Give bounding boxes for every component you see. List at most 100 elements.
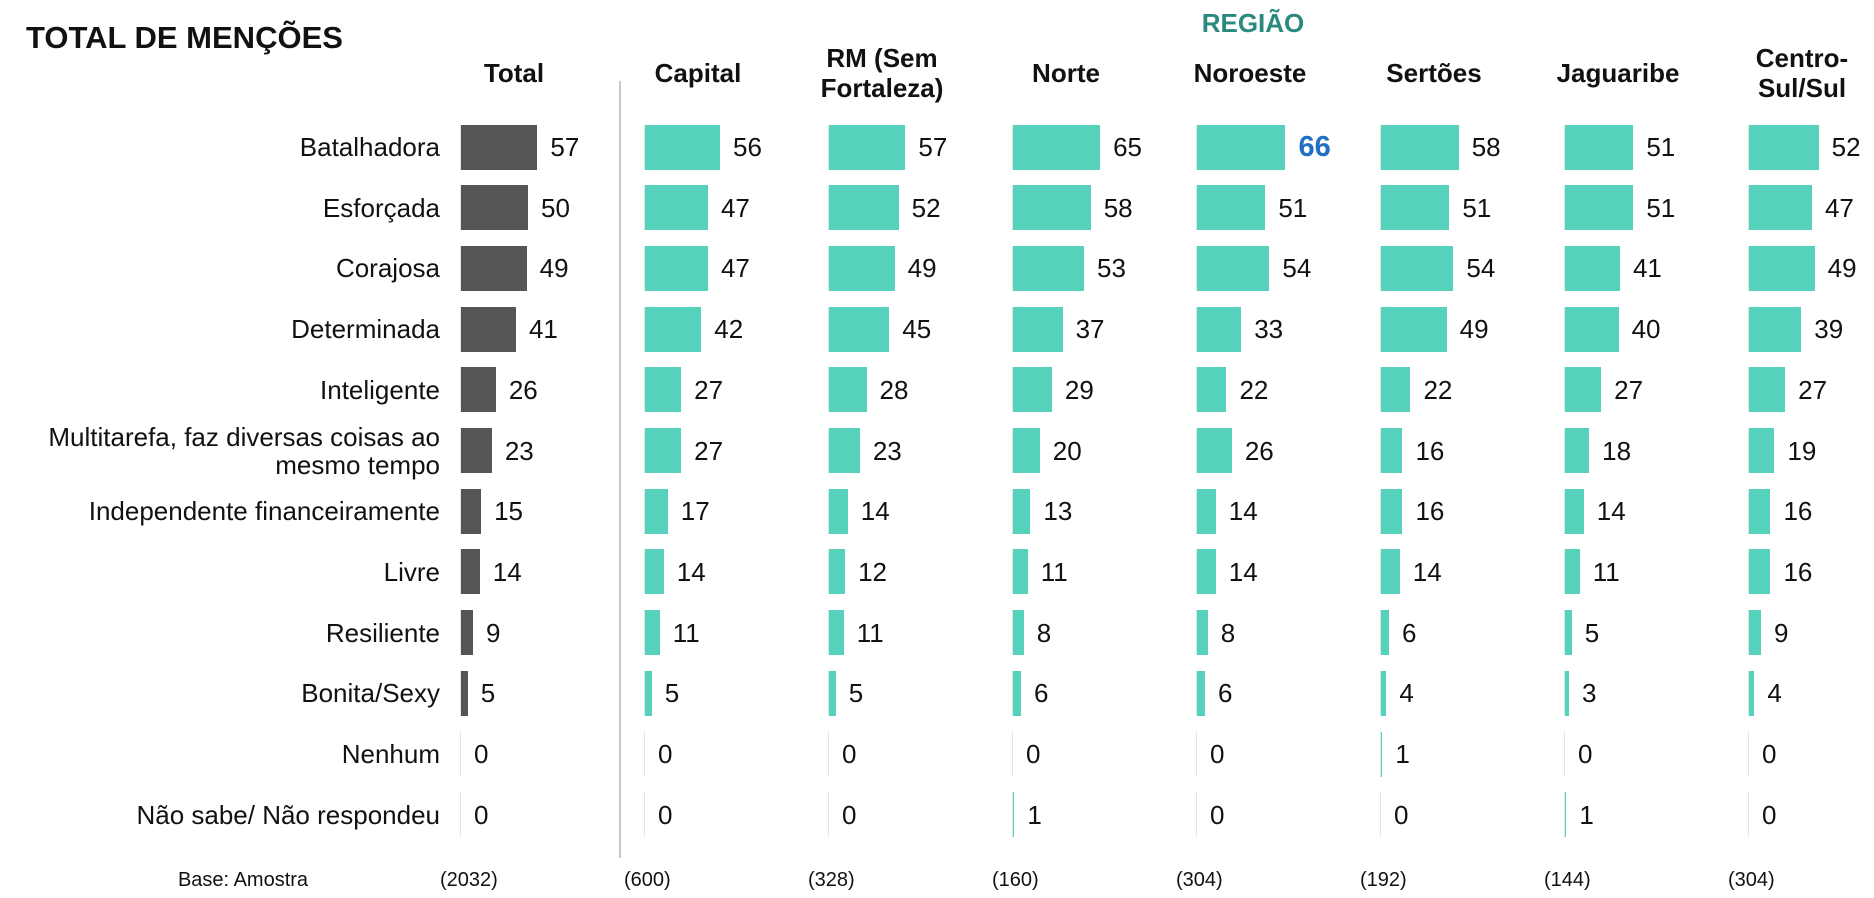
value-label: 42 — [714, 314, 744, 345]
value-label: 52 — [1831, 132, 1861, 162]
value-label: 51 — [1462, 192, 1492, 223]
value-label: 1 — [1027, 799, 1042, 830]
bar — [1196, 245, 1270, 291]
value-label: 29 — [1064, 374, 1094, 405]
bar — [1012, 610, 1024, 656]
bar — [460, 185, 528, 231]
value-label: 13 — [1043, 496, 1073, 527]
value-label: 26 — [508, 374, 538, 405]
value-label: 39 — [1814, 314, 1844, 345]
value-label: 0 — [474, 739, 489, 769]
column-header: Norte — [1032, 58, 1100, 88]
value-label: 51 — [1278, 192, 1308, 223]
bar — [460, 549, 480, 595]
value-label: 51 — [1646, 192, 1676, 223]
column-header: Jaguaribe — [1556, 58, 1680, 88]
value-label: 14 — [676, 556, 706, 587]
value-label: 14 — [1596, 496, 1626, 527]
value-label: 0 — [1026, 739, 1041, 769]
value-label: 27 — [1614, 374, 1644, 405]
bar — [1196, 367, 1227, 413]
value-label: 14 — [1228, 556, 1258, 587]
bar — [828, 367, 867, 413]
base-value: (328) — [808, 869, 855, 891]
bar — [1380, 367, 1411, 413]
bar — [828, 185, 899, 231]
value-label: 45 — [902, 314, 932, 345]
value-label: 37 — [1075, 314, 1105, 345]
bar — [1380, 488, 1403, 534]
value-label: 47 — [1824, 192, 1854, 223]
bar — [644, 549, 664, 595]
value-label: 0 — [1210, 739, 1225, 769]
bar — [828, 670, 836, 716]
bar — [1196, 428, 1232, 473]
bar — [1748, 124, 1819, 170]
value-label: 8 — [1220, 617, 1236, 648]
bar — [1564, 306, 1619, 352]
bar — [1196, 488, 1216, 534]
value-label: 47 — [720, 253, 750, 284]
bar — [644, 428, 682, 473]
category-label: Independente financeiramente — [88, 496, 440, 527]
value-label: 1 — [1579, 799, 1594, 830]
bar — [1380, 185, 1450, 231]
value-label: 27 — [694, 374, 724, 405]
value-label: 0 — [1210, 799, 1225, 830]
bar — [460, 610, 474, 656]
value-label: 14 — [492, 556, 522, 587]
value-label: 0 — [658, 799, 673, 830]
bar — [460, 428, 492, 473]
category-label: Bonita/Sexy — [301, 678, 440, 709]
bar — [1012, 185, 1091, 231]
value-label: 12 — [858, 556, 887, 587]
bar — [1564, 367, 1602, 413]
value-label: 51 — [1646, 132, 1676, 162]
bar — [1748, 670, 1755, 716]
bar — [1564, 549, 1580, 595]
bar — [1564, 670, 1570, 716]
bar — [1196, 792, 1197, 838]
bar — [644, 610, 660, 656]
bar — [1380, 428, 1403, 473]
category-label: Multitarefa, faz diversas coisas ao mesm… — [48, 421, 440, 480]
value-label: 20 — [1052, 435, 1082, 466]
bar — [644, 367, 682, 413]
bar — [1012, 306, 1063, 352]
value-label: 16 — [1415, 435, 1445, 466]
base-value: (600) — [624, 869, 671, 891]
category-label: Corajosa — [335, 253, 440, 284]
value-label: 4 — [1767, 678, 1782, 709]
category-label: Determinada — [291, 314, 440, 345]
bar — [1012, 549, 1028, 595]
bar — [1012, 367, 1052, 413]
base-value: (304) — [1176, 869, 1223, 891]
bar — [1564, 245, 1620, 291]
bar — [1564, 185, 1634, 231]
bar — [1380, 124, 1459, 170]
value-label: 58 — [1103, 192, 1133, 223]
bar — [1012, 731, 1013, 777]
value-label: 23 — [504, 435, 534, 466]
value-label: 50 — [541, 192, 570, 223]
value-label: 27 — [694, 435, 724, 466]
value-label: 11 — [856, 617, 884, 648]
value-label: 18 — [1602, 435, 1632, 466]
category-label: Resiliente — [325, 617, 440, 648]
value-label: 22 — [1239, 374, 1269, 405]
bar — [1196, 670, 1206, 716]
bar — [644, 731, 645, 777]
bar — [1012, 792, 1015, 838]
chart-title: TOTAL DE MENÇÕES — [26, 20, 343, 55]
value-label: 66 — [1298, 131, 1331, 163]
column-header: RM (Sem Fortaleza) — [820, 43, 944, 103]
bar — [1748, 428, 1775, 473]
bar — [828, 245, 895, 291]
bar — [1012, 428, 1040, 473]
value-label: 56 — [733, 132, 762, 162]
value-label: 22 — [1423, 374, 1453, 405]
column-header: Centro-Sul/Sul — [1755, 43, 1849, 103]
category-label: Nenhum — [341, 739, 440, 769]
bar — [460, 367, 496, 413]
